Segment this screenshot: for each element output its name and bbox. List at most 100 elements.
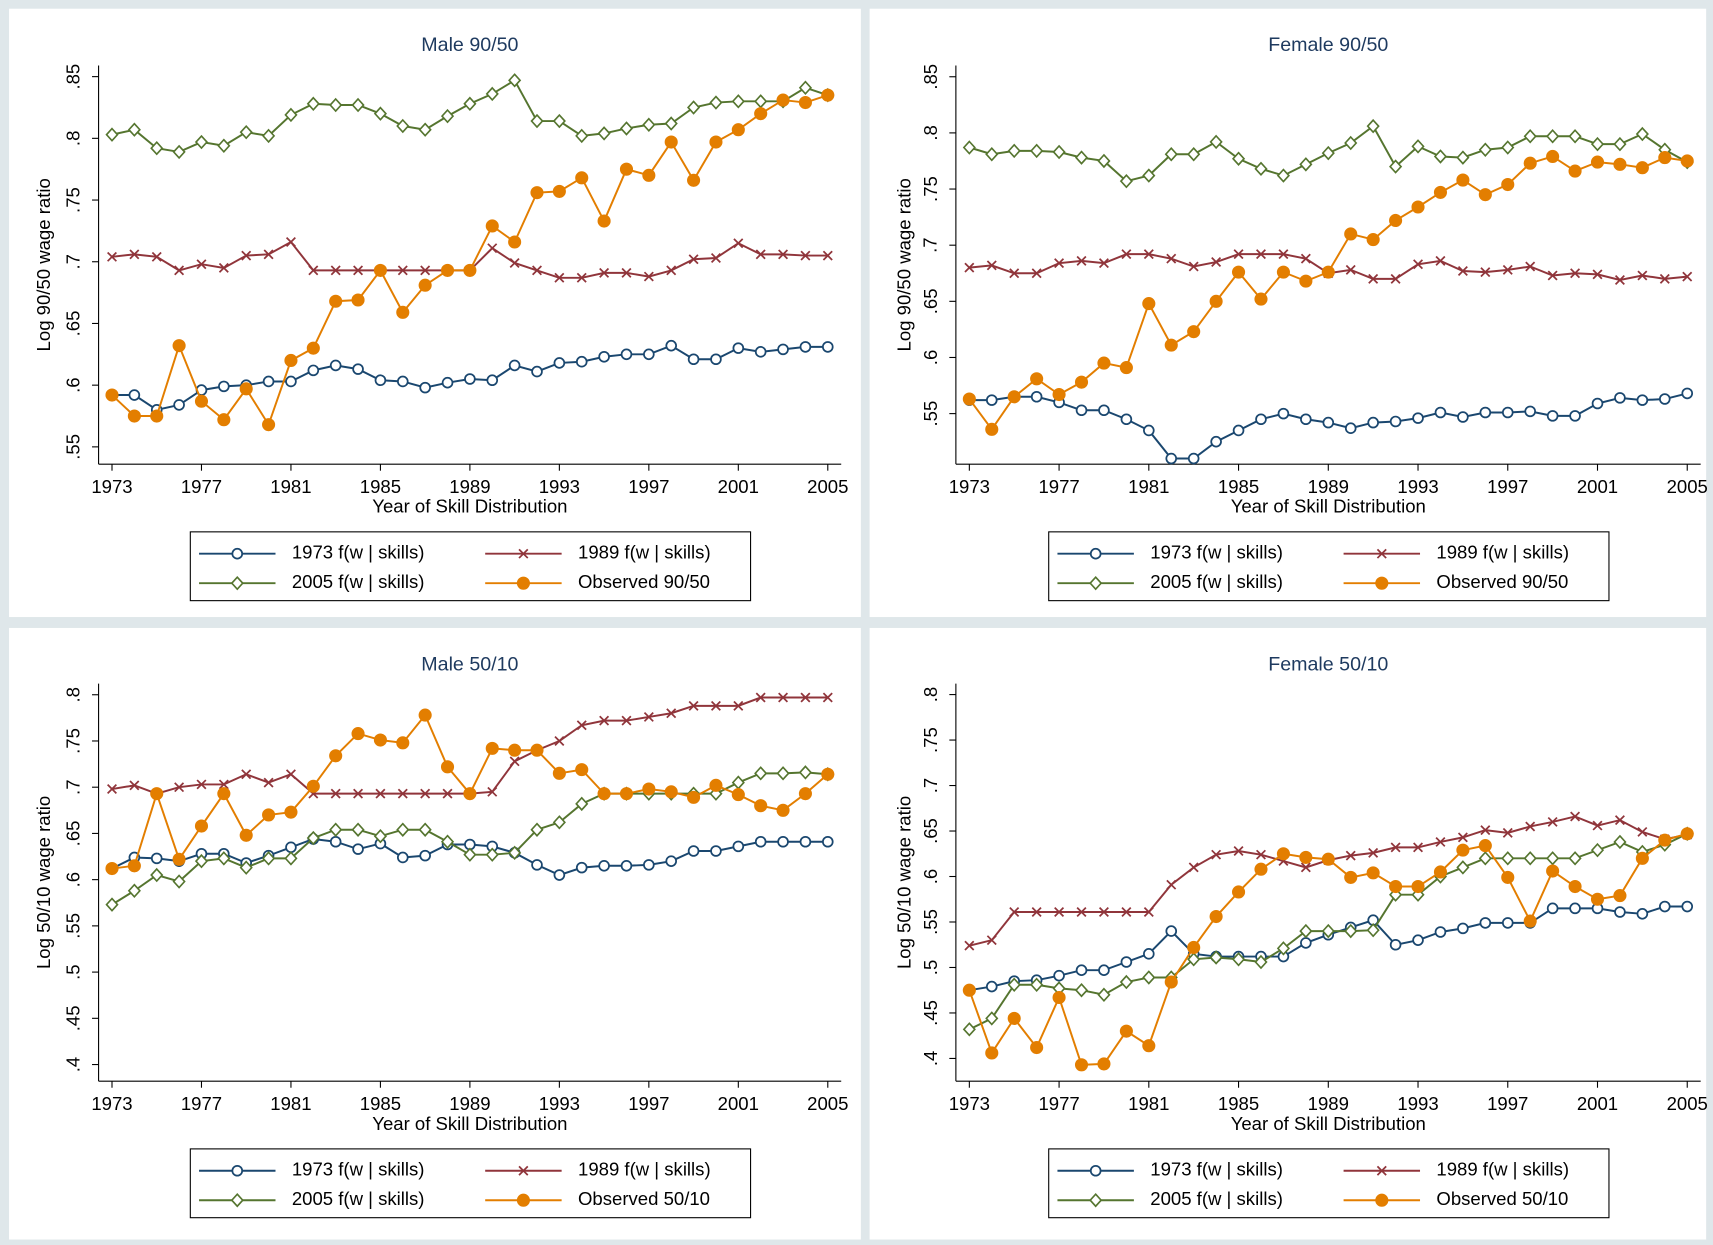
data-point bbox=[1592, 820, 1603, 831]
data-point bbox=[754, 107, 768, 121]
data-point bbox=[1188, 862, 1199, 873]
data-point bbox=[396, 118, 410, 134]
data-point bbox=[441, 376, 454, 389]
data-point bbox=[1030, 390, 1043, 403]
data-point bbox=[1502, 827, 1513, 838]
data-point bbox=[1635, 126, 1649, 142]
data-point bbox=[1276, 941, 1290, 956]
data-point bbox=[1658, 151, 1672, 165]
data-point bbox=[329, 749, 343, 763]
data-point bbox=[239, 382, 253, 396]
y-tick-label: .65 bbox=[62, 821, 83, 847]
data-point bbox=[420, 265, 431, 276]
data-point bbox=[508, 743, 522, 757]
data-point bbox=[418, 822, 432, 837]
data-point bbox=[1233, 249, 1244, 260]
data-point bbox=[1209, 909, 1223, 924]
data-point bbox=[1411, 879, 1425, 894]
data-point bbox=[1456, 860, 1470, 875]
x-axis-label: Year of Skill Distribution bbox=[1231, 496, 1426, 517]
data-point bbox=[329, 294, 343, 308]
legend-label: Observed 50/10 bbox=[578, 1188, 710, 1209]
x-tick-label: 1981 bbox=[270, 1093, 311, 1114]
data-point bbox=[1299, 850, 1313, 864]
data-point bbox=[1211, 849, 1222, 860]
data-point bbox=[373, 828, 387, 844]
x-tick-label: 1997 bbox=[628, 476, 669, 497]
data-point bbox=[710, 845, 722, 857]
data-point bbox=[150, 787, 164, 801]
data-point bbox=[598, 859, 610, 872]
data-point bbox=[1435, 255, 1446, 266]
data-point bbox=[552, 815, 566, 830]
data-point bbox=[621, 715, 632, 726]
data-point bbox=[1434, 926, 1447, 938]
data-point bbox=[353, 265, 364, 276]
x-tick-label: 1993 bbox=[1397, 1093, 1438, 1114]
data-point bbox=[1480, 267, 1491, 278]
data-point bbox=[1255, 413, 1267, 426]
data-point bbox=[800, 250, 811, 261]
data-point bbox=[508, 359, 521, 372]
data-point bbox=[620, 348, 633, 361]
data-point bbox=[530, 113, 544, 129]
data-point bbox=[1119, 361, 1133, 375]
data-point bbox=[733, 700, 744, 711]
data-point bbox=[1187, 147, 1201, 162]
data-point bbox=[218, 262, 229, 273]
panel: Male 50/10 .4 .45 .5 .55 .6 .65 .7 .75 .8 1973 1977… bbox=[9, 627, 861, 1240]
data-point bbox=[129, 249, 140, 260]
data-point bbox=[194, 134, 209, 150]
legend-marker bbox=[1089, 1164, 1102, 1177]
data-point bbox=[1546, 902, 1559, 915]
legend-label: 1973 f(w | skills) bbox=[292, 542, 425, 563]
data-point bbox=[1523, 156, 1537, 170]
data-point bbox=[1254, 862, 1268, 876]
x-axis-label: Year of Skill Distribution bbox=[372, 496, 567, 517]
data-point bbox=[485, 86, 499, 102]
y-tick-label: .75 bbox=[62, 187, 83, 213]
data-point bbox=[754, 346, 767, 358]
data-point bbox=[217, 138, 231, 153]
data-point bbox=[1007, 390, 1021, 404]
x-tick-label: 1985 bbox=[1218, 476, 1259, 497]
data-point bbox=[1166, 879, 1177, 890]
data-point bbox=[1164, 975, 1178, 989]
data-point bbox=[485, 741, 499, 755]
legend-marker bbox=[1375, 576, 1389, 590]
data-point bbox=[1031, 268, 1042, 279]
data-point bbox=[1523, 914, 1537, 928]
data-point bbox=[1568, 879, 1582, 894]
legend-marker bbox=[1089, 575, 1103, 591]
data-point bbox=[1322, 416, 1335, 429]
data-point bbox=[1276, 847, 1290, 861]
data-point bbox=[776, 93, 790, 107]
data-point bbox=[1680, 827, 1694, 841]
panel-background bbox=[869, 8, 1707, 618]
data-point bbox=[1142, 970, 1156, 985]
data-point bbox=[1074, 1058, 1089, 1072]
data-point bbox=[1681, 387, 1694, 400]
data-point bbox=[129, 780, 140, 791]
data-point bbox=[172, 339, 186, 353]
legend-label: Observed 90/50 bbox=[1436, 571, 1568, 592]
data-point bbox=[351, 97, 365, 113]
data-point bbox=[1389, 879, 1403, 894]
y-tick-label: .75 bbox=[62, 728, 83, 754]
data-point bbox=[597, 126, 611, 141]
data-point bbox=[1119, 1024, 1133, 1038]
y-tick-label: .7 bbox=[920, 778, 941, 793]
data-point bbox=[964, 940, 975, 951]
x-tick-label: 1993 bbox=[539, 476, 580, 497]
data-point bbox=[285, 237, 296, 247]
data-point bbox=[598, 350, 610, 363]
x-tick-label: 2005 bbox=[1667, 1093, 1708, 1114]
data-point bbox=[1052, 990, 1066, 1005]
data-point bbox=[1456, 150, 1470, 165]
x-tick-label: 1985 bbox=[360, 476, 401, 497]
data-point bbox=[396, 305, 410, 319]
data-point bbox=[1276, 265, 1290, 279]
data-point bbox=[487, 243, 498, 254]
data-point bbox=[986, 260, 997, 271]
data-point bbox=[509, 257, 520, 268]
